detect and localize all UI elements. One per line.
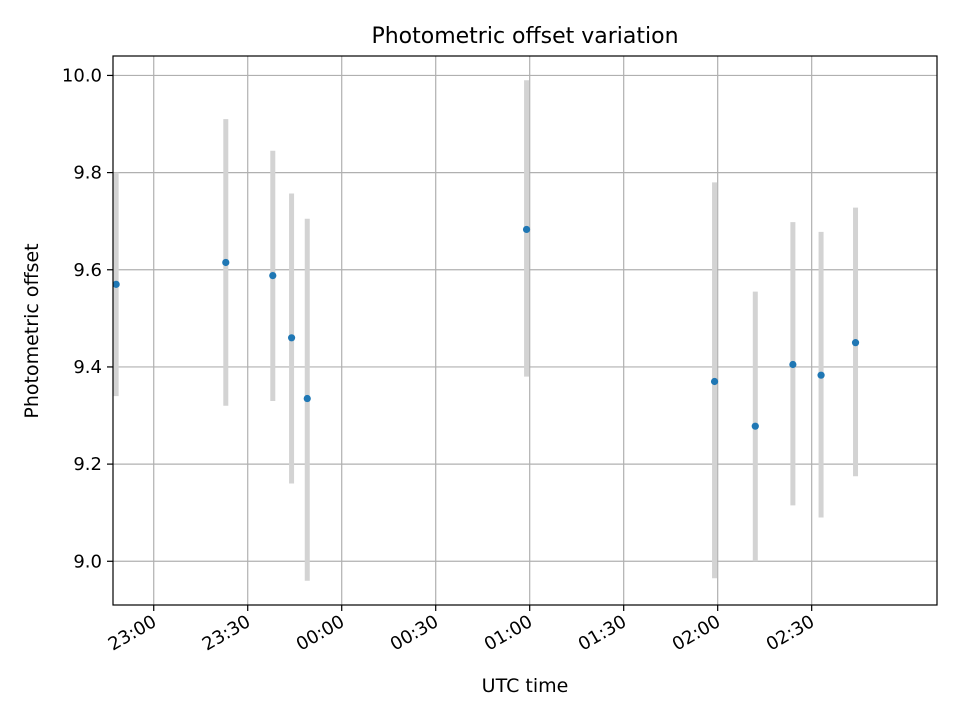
data-point (112, 280, 120, 288)
data-point (817, 371, 825, 379)
y-axis-label: Photometric offset (21, 243, 43, 418)
data-point (851, 339, 860, 347)
plot-frame (112, 55, 938, 606)
y-tick-label: 9.6 (73, 260, 102, 281)
y-tick-label: 9.4 (73, 357, 102, 378)
data-point (303, 394, 311, 403)
y-tick-label: 10.0 (62, 65, 102, 86)
chart-title: Photometric offset variation (371, 24, 678, 49)
data-point (710, 377, 719, 386)
y-tick-label: 9.8 (73, 163, 102, 184)
data-point (789, 360, 797, 369)
x-axis-label: UTC time (482, 675, 569, 697)
data-point (287, 334, 296, 342)
data-point (269, 272, 277, 280)
data-point (522, 225, 531, 234)
data-point (751, 422, 759, 430)
y-tick-label: 9.0 (73, 551, 102, 572)
y-tick-label: 9.2 (73, 454, 102, 475)
point-layer (112, 225, 860, 430)
data-point (222, 258, 230, 267)
